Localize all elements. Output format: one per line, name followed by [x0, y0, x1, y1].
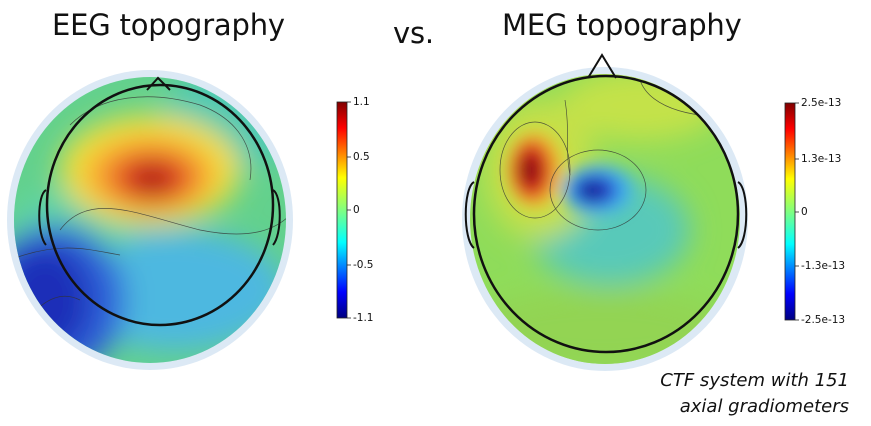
caption-line-2: axial gradiometers [679, 396, 849, 417]
meg-field-map [470, 74, 740, 364]
eeg-colorbar-ticks [347, 101, 351, 319]
meg-tick-label: 0 [801, 206, 808, 218]
eeg-colorbar [336, 101, 348, 319]
vs-label: vs. [393, 16, 434, 50]
eeg-head-outline [38, 76, 281, 327]
caption-line-1: CTF system with 151 [660, 370, 849, 391]
meg-head-outline [464, 53, 748, 354]
eeg-tick-label: 0 [353, 204, 360, 216]
eeg-field-map [14, 77, 286, 363]
meg-tick-label: 1.3e-13 [801, 153, 842, 165]
eeg-tick-label: -1.1 [353, 312, 374, 324]
eeg-tick-label: 0.5 [353, 151, 370, 163]
meg-title: MEG topography [502, 8, 742, 42]
meg-colorbar-ticks [795, 102, 799, 321]
meg-tick-label: -2.5e-13 [801, 314, 846, 326]
eeg-tick-label: -0.5 [353, 259, 374, 271]
meg-tick-label: 2.5e-13 [801, 97, 842, 109]
eeg-tick-label: 1.1 [353, 96, 370, 108]
meg-tick-label: -1.3e-13 [801, 260, 846, 272]
eeg-title: EEG topography [52, 8, 285, 42]
meg-colorbar [784, 102, 796, 321]
